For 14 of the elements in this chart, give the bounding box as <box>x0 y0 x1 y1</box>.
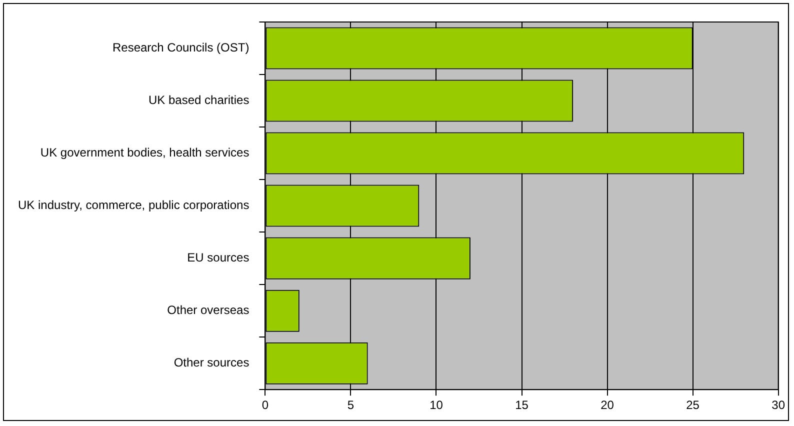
y-tick-label: UK based charities <box>148 93 250 108</box>
y-tick-label: EU sources <box>187 250 250 265</box>
x-tick-label: 25 <box>686 398 700 412</box>
x-tick-label: 15 <box>515 398 529 412</box>
x-tick-label: 20 <box>600 398 614 412</box>
x-tick-label: 10 <box>430 398 444 412</box>
y-tick-label: UK industry, commerce, public corporations <box>18 198 250 212</box>
y-tick-label: UK government bodies, health services <box>40 146 250 160</box>
y-tick-label: Other overseas <box>167 303 250 318</box>
y-tick-label: Other sources <box>174 356 250 370</box>
x-tick-label: 0 <box>262 398 269 412</box>
y-tick-label: Research Councils (OST) <box>112 40 250 55</box>
x-tick-label: 30 <box>772 398 786 412</box>
x-tick-label: 5 <box>347 398 354 412</box>
